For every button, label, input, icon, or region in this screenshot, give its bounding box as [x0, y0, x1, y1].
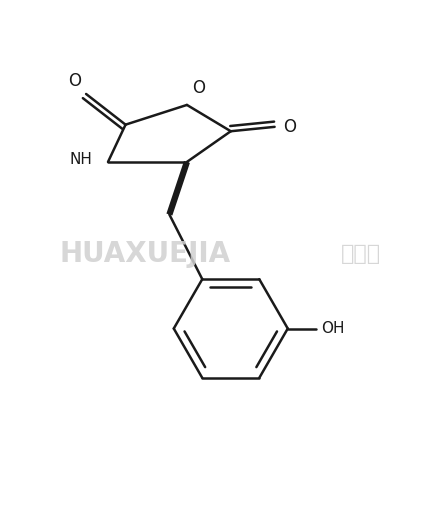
Text: HUAXUEJIA: HUAXUEJIA: [60, 240, 231, 268]
Text: O: O: [69, 73, 82, 90]
Polygon shape: [170, 162, 187, 214]
Text: O: O: [283, 118, 297, 136]
Text: NH: NH: [70, 152, 93, 167]
Text: OH: OH: [321, 321, 344, 336]
Text: O: O: [192, 79, 205, 97]
Text: 化学加: 化学加: [341, 244, 381, 264]
